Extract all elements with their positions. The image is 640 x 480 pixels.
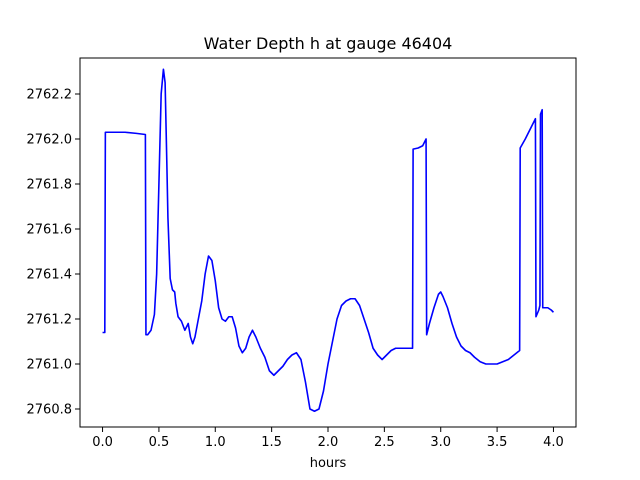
y-tick-label: 2762.2 [27, 88, 73, 103]
y-tick-label: 2761.0 [27, 358, 73, 373]
x-axis: 0.0 0.5 1.0 1.5 2.0 2.5 3.0 3.5 4.0 [92, 427, 564, 450]
x-tick-label: 1.5 [261, 435, 282, 450]
x-tick-label: 1.0 [205, 435, 226, 450]
x-tick-label: 4.0 [543, 435, 564, 450]
x-tick-label: 2.0 [318, 435, 339, 450]
x-tick-label: 0.5 [149, 435, 170, 450]
series-line-water-depth [102, 68, 555, 413]
x-tick-label: 2.5 [374, 435, 395, 450]
series-layer [102, 68, 555, 413]
y-tick-label: 2761.2 [27, 313, 73, 328]
y-tick-label: 2761.8 [27, 178, 73, 193]
y-axis: 2760.8 2761.0 2761.2 2761.4 2761.6 2761.8 2762… [27, 88, 80, 418]
x-tick-label: 0.0 [92, 435, 113, 450]
chart-title: Water Depth h at gauge 46404 [204, 34, 453, 53]
y-tick-label: 2760.8 [27, 403, 73, 418]
y-tick-label: 2761.4 [27, 268, 73, 283]
x-axis-label: hours [310, 456, 347, 471]
y-tick-label: 2761.6 [27, 223, 73, 238]
x-tick-label: 3.0 [430, 435, 451, 450]
y-tick-label: 2762.0 [27, 133, 73, 148]
x-tick-label: 3.5 [487, 435, 508, 450]
